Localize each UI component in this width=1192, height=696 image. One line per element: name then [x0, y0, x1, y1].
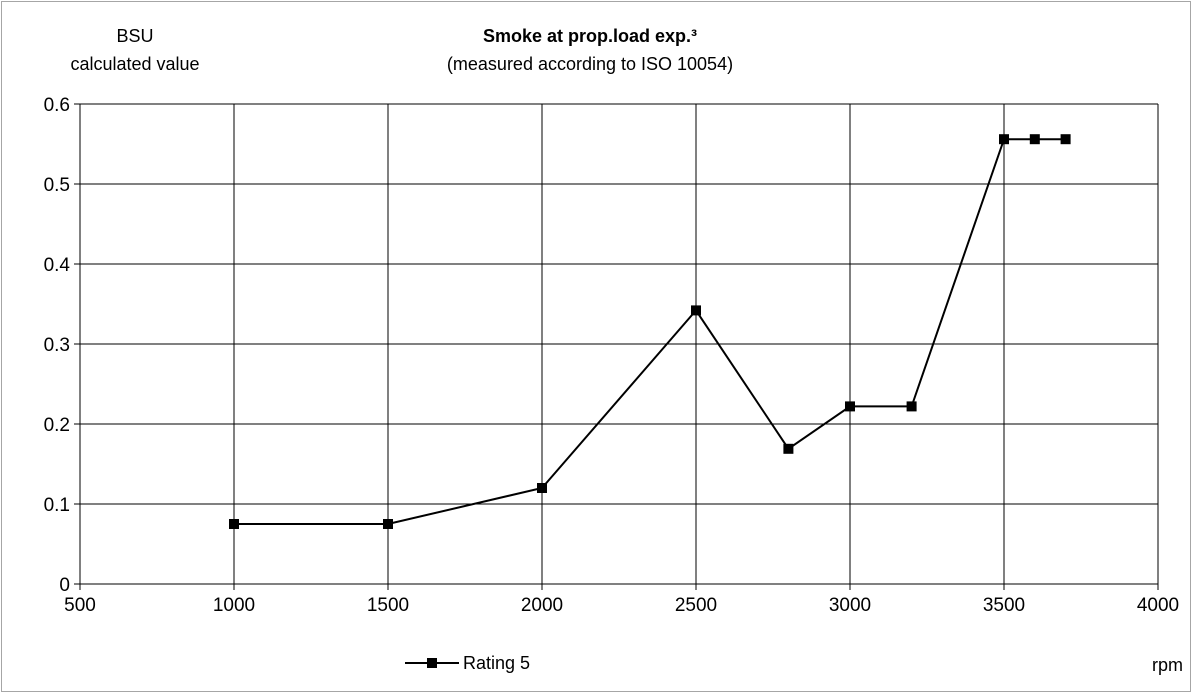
series-layer	[229, 134, 1071, 529]
x-tick-label: 1500	[367, 595, 409, 616]
y-tick-label: 0.2	[44, 415, 70, 436]
data-point-marker	[537, 483, 547, 493]
y-axis-label-line1: BSU	[116, 26, 153, 46]
chart-title: Smoke at prop.load exp.³	[483, 26, 697, 46]
chart-subtitle: (measured according to ISO 10054)	[447, 54, 733, 74]
x-tick-label: 3500	[983, 595, 1025, 616]
y-axis-label-line2: calculated value	[70, 54, 199, 74]
x-tick-label: 2000	[521, 595, 563, 616]
x-tick-label: 3000	[829, 595, 871, 616]
legend: Rating 5	[405, 653, 530, 673]
grid-layer	[80, 103, 1159, 584]
y-tick-label: 0.3	[44, 335, 70, 356]
data-point-marker	[383, 519, 393, 529]
data-point-marker	[906, 401, 917, 412]
y-tick-label: 0.1	[44, 495, 70, 516]
axis-layer	[74, 103, 1159, 590]
data-point-marker	[1029, 134, 1040, 145]
data-point-marker	[691, 305, 701, 316]
y-tick-label: 0.5	[44, 175, 70, 196]
y-tick-label: 0	[59, 575, 70, 596]
x-tick-label: 1000	[213, 595, 255, 616]
data-point-marker	[845, 401, 855, 412]
data-point-marker	[999, 134, 1009, 145]
legend-label: Rating 5	[463, 653, 530, 673]
series-line	[234, 138, 1066, 525]
x-tick-label: 2500	[675, 595, 717, 616]
legend-square-marker	[427, 658, 437, 668]
x-tick-label: 4000	[1137, 595, 1179, 616]
data-point-marker	[783, 443, 794, 454]
data-point-marker	[1060, 134, 1071, 145]
y-tick-label: 0.6	[44, 95, 70, 116]
x-axis-label: rpm	[1152, 655, 1183, 675]
y-tick-label: 0.4	[44, 255, 71, 276]
data-point-marker	[229, 519, 239, 529]
x-tick-label: 500	[64, 595, 96, 616]
tick-label-layer: 0 0.1 0.2 0.3 0.4 0.5 0.6 500 1000 1500 2000 2500 30…	[44, 95, 1180, 616]
